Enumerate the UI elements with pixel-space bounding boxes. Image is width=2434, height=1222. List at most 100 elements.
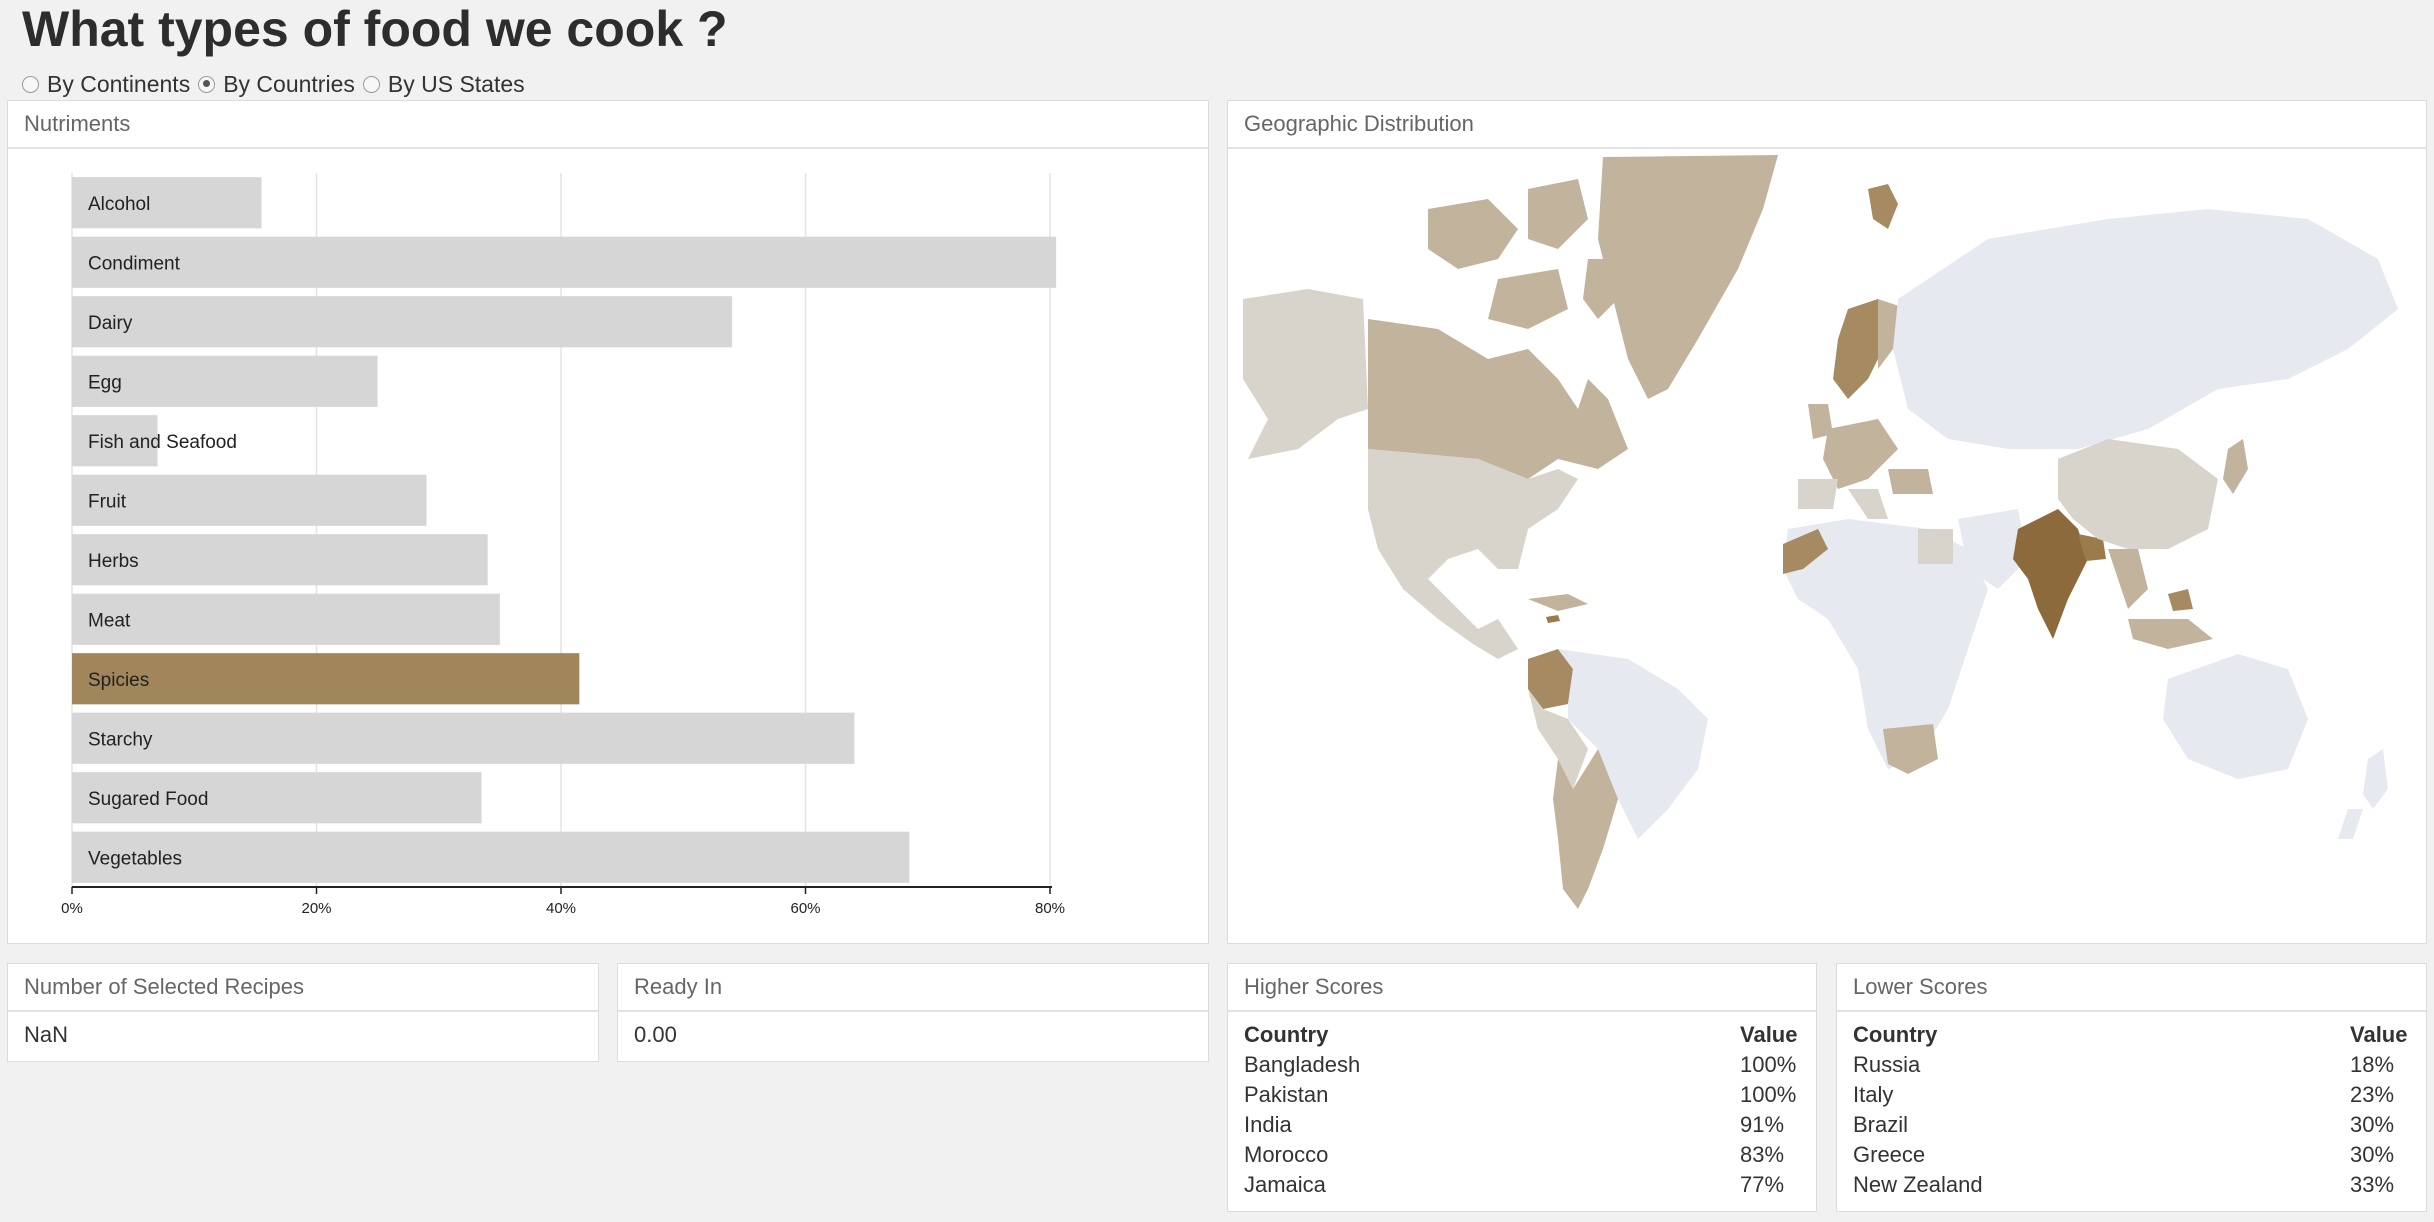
map-country[interactable] [1528, 649, 1573, 709]
map-country[interactable] [1428, 199, 1518, 269]
panel-header: Higher Scores [1228, 964, 1816, 1012]
cell-value: 77% [1740, 1172, 1785, 1197]
map-country[interactable] [1558, 649, 1708, 839]
bar-label: Condiment [88, 253, 181, 274]
bar-herbs[interactable] [72, 534, 488, 586]
map-country[interactable] [2223, 439, 2248, 494]
map-country[interactable] [1808, 404, 1833, 439]
map-country[interactable] [1583, 259, 1618, 319]
bar-starchy[interactable] [72, 712, 855, 764]
map-country[interactable] [1553, 749, 1618, 909]
map-country[interactable] [1528, 689, 1588, 789]
nutriments-panel: Nutriments Alcohol Condiment Dairy Egg Fish … [7, 100, 1209, 944]
x-tick-label: 0% [61, 900, 83, 917]
radio-label: By US States [387, 70, 525, 97]
radio-button-icon[interactable] [22, 75, 39, 93]
cell-country: Pakistan [1244, 1082, 1329, 1107]
map-country[interactable] [1823, 419, 1898, 489]
map-country[interactable] [2363, 749, 2388, 809]
map-country[interactable] [1888, 469, 1933, 494]
bar-label: Sugared Food [88, 789, 208, 810]
x-tick-label: 80% [1035, 900, 1065, 917]
map-country[interactable] [1848, 489, 1888, 519]
bar-fruit[interactable] [72, 474, 427, 526]
cell-country: New Zealand [1853, 1172, 1983, 1197]
cell-country: Jamaica [1244, 1172, 1326, 1197]
cell-value: 30% [2350, 1112, 2395, 1137]
bar-egg[interactable] [72, 355, 378, 407]
lower-scores-panel: Lower Scores Country Value Russia 18% Ita… [1836, 963, 2427, 1212]
map-country[interactable] [1918, 529, 1953, 564]
bar-dairy[interactable] [72, 296, 733, 348]
bar-label: Egg [88, 372, 122, 393]
map-country[interactable] [1893, 209, 2398, 449]
radio-by-countries[interactable]: By Countries [198, 71, 355, 98]
map-country[interactable] [1368, 319, 1628, 479]
cell-value: 33% [2350, 1172, 2395, 1197]
map-country[interactable] [1528, 179, 1588, 249]
table-row: Russia 18% [1853, 1051, 2410, 1081]
radio-by-us-states[interactable]: By US States [362, 70, 525, 98]
geographic-distribution-panel: Geographic Distribution [1227, 100, 2427, 944]
map-country[interactable] [1958, 509, 2028, 589]
map-country[interactable] [2163, 654, 2308, 779]
ready-in-panel: Ready In 0.00 [617, 963, 1209, 1062]
map-country[interactable] [2338, 809, 2363, 839]
column-header-country: Country [1244, 1022, 1329, 1047]
radio-button-checked-icon[interactable] [198, 75, 216, 93]
map-country[interactable] [1833, 299, 1888, 399]
bar-label: Fish and Seafood [88, 432, 237, 453]
bar-label: Meat [88, 610, 131, 631]
bar-alcohol[interactable] [72, 177, 262, 229]
map-country[interactable] [2108, 549, 2148, 609]
ready-in-value: 0.00 [634, 1022, 677, 1047]
map-country[interactable] [1883, 724, 1938, 774]
panel-header: Geographic Distribution [1228, 101, 2426, 149]
map-country[interactable] [1488, 269, 1568, 329]
map-country[interactable] [1243, 289, 1368, 459]
table-row: Greece 30% [1853, 1141, 2410, 1171]
map-country[interactable] [1546, 615, 1560, 623]
cell-value: 18% [2350, 1052, 2395, 1077]
bar-spicies[interactable] [72, 653, 580, 705]
column-header-value: Value [1740, 1022, 1798, 1047]
map-country[interactable] [1368, 449, 1578, 579]
bar-label: Spicies [88, 670, 149, 691]
map-country[interactable] [2013, 509, 2088, 639]
map-country[interactable] [1378, 549, 1518, 659]
cell-value: 30% [2350, 1142, 2395, 1167]
panel-header: Ready In [618, 964, 1208, 1012]
panel-header: Lower Scores [1837, 964, 2426, 1012]
bar-condiment[interactable] [72, 236, 1057, 288]
radio-by-continents[interactable]: By Continents [22, 71, 190, 98]
map-country[interactable] [1528, 594, 1588, 611]
column-header-country: Country [1853, 1022, 1938, 1047]
bar-vegetables[interactable] [72, 831, 910, 883]
panel-header: Number of Selected Recipes [8, 964, 598, 1012]
map-country[interactable] [1798, 479, 1838, 509]
table-row: Italy 23% [1853, 1081, 2410, 1111]
x-tick-label: 20% [301, 900, 331, 917]
map-country[interactable] [2058, 439, 2218, 549]
bar-label: Herbs [88, 551, 139, 572]
table-header-row: Country Value [1853, 1022, 2410, 1051]
cell-country: Russia [1853, 1052, 1921, 1077]
bar-meat[interactable] [72, 593, 500, 645]
map-country[interactable] [1783, 529, 1828, 574]
cell-country: Morocco [1244, 1142, 1329, 1167]
table-row: Brazil 30% [1853, 1111, 2410, 1141]
radio-button-icon[interactable] [362, 75, 380, 93]
map-country[interactable] [1783, 519, 1988, 769]
bar-sugared-food[interactable] [72, 772, 482, 824]
bar-fish-and-seafood[interactable] [72, 415, 158, 467]
map-country[interactable] [2168, 589, 2193, 611]
cell-country: India [1244, 1112, 1292, 1137]
bar-label: Starchy [88, 729, 153, 750]
map-country[interactable] [1598, 155, 1778, 399]
map-country[interactable] [2078, 534, 2106, 561]
table-row: Jamaica 77% [1244, 1171, 1800, 1201]
map-country[interactable] [2128, 619, 2213, 649]
x-tick-label: 60% [790, 900, 820, 917]
map-country[interactable] [1868, 184, 1898, 229]
world-map[interactable] [1228, 149, 2426, 941]
